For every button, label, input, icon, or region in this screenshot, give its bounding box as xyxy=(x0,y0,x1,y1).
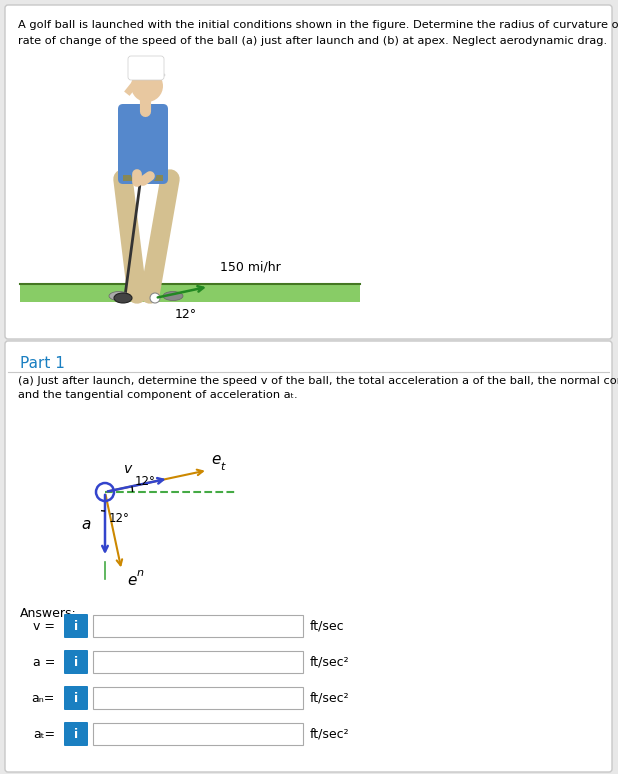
Text: v =: v = xyxy=(33,619,55,632)
FancyBboxPatch shape xyxy=(118,104,168,184)
Text: aₜ=: aₜ= xyxy=(33,728,55,741)
Text: ft/sec²: ft/sec² xyxy=(310,691,350,704)
FancyBboxPatch shape xyxy=(93,651,303,673)
Ellipse shape xyxy=(114,293,132,303)
Text: $a$: $a$ xyxy=(81,517,91,532)
Text: and the tangential component of acceleration aₜ.: and the tangential component of accelera… xyxy=(18,390,298,400)
FancyBboxPatch shape xyxy=(64,722,88,746)
Bar xyxy=(20,284,360,302)
Text: a =: a = xyxy=(33,656,55,669)
Text: rate of change of the speed of the ball (a) just after launch and (b) at apex. N: rate of change of the speed of the ball … xyxy=(18,36,607,46)
Text: i: i xyxy=(74,656,78,669)
Text: Part 1: Part 1 xyxy=(20,356,65,371)
Text: $t$: $t$ xyxy=(220,461,226,472)
Text: v: v xyxy=(124,462,133,476)
Text: $e$: $e$ xyxy=(211,452,221,467)
Bar xyxy=(123,175,163,181)
Text: (a) Just after launch, determine the speed v of the ball, the total acceleration: (a) Just after launch, determine the spe… xyxy=(18,376,618,386)
Text: ft/sec²: ft/sec² xyxy=(310,728,350,741)
Ellipse shape xyxy=(109,292,129,300)
Circle shape xyxy=(150,293,160,303)
Text: 150 mi/hr: 150 mi/hr xyxy=(220,260,281,273)
FancyBboxPatch shape xyxy=(93,687,303,709)
FancyBboxPatch shape xyxy=(64,614,88,638)
Text: i: i xyxy=(74,691,78,704)
FancyBboxPatch shape xyxy=(93,723,303,745)
Text: aₙ=: aₙ= xyxy=(32,691,55,704)
Text: 12°: 12° xyxy=(109,512,130,525)
Text: $e$: $e$ xyxy=(127,574,137,588)
Text: i: i xyxy=(74,728,78,741)
Text: ft/sec²: ft/sec² xyxy=(310,656,350,669)
Ellipse shape xyxy=(163,292,183,300)
Circle shape xyxy=(131,70,163,102)
FancyBboxPatch shape xyxy=(64,686,88,710)
Ellipse shape xyxy=(129,71,165,78)
Text: Answers:: Answers: xyxy=(20,607,77,620)
Text: A golf ball is launched with the initial conditions shown in the figure. Determi: A golf ball is launched with the initial… xyxy=(18,20,618,30)
FancyBboxPatch shape xyxy=(5,341,612,772)
Text: $n$: $n$ xyxy=(135,568,144,578)
FancyBboxPatch shape xyxy=(64,650,88,674)
Text: i: i xyxy=(74,619,78,632)
Text: 12°: 12° xyxy=(135,475,156,488)
Text: 12°: 12° xyxy=(175,308,197,321)
Text: ft/sec: ft/sec xyxy=(310,619,345,632)
FancyBboxPatch shape xyxy=(128,56,164,80)
FancyBboxPatch shape xyxy=(93,615,303,637)
FancyBboxPatch shape xyxy=(5,5,612,339)
